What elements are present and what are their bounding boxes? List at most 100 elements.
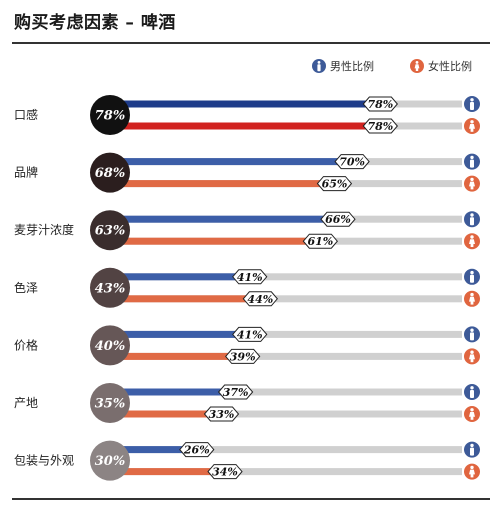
male-value-label: 41% bbox=[237, 271, 263, 284]
title-divider bbox=[12, 42, 490, 44]
female-person-icon-legs bbox=[470, 416, 474, 420]
legend-female-label: 女性比例 bbox=[428, 60, 472, 73]
overall-label: 30% bbox=[95, 454, 125, 469]
female-person-icon-legs bbox=[470, 358, 474, 363]
female-person-icon-dress bbox=[469, 296, 475, 302]
male-person-icon-head bbox=[470, 155, 474, 160]
male-person-icon-head bbox=[470, 328, 474, 332]
female-person-icon-head bbox=[470, 465, 474, 470]
male-bar bbox=[109, 158, 357, 166]
overall-circle bbox=[90, 383, 130, 423]
male-value-label: 37% bbox=[223, 386, 249, 399]
male-track bbox=[109, 388, 462, 396]
female-person-icon bbox=[464, 348, 480, 365]
male-person-icon bbox=[464, 384, 480, 400]
female-person-icon-dress bbox=[469, 412, 475, 417]
male-person-icon-body bbox=[470, 332, 474, 341]
female-value-label-tag bbox=[302, 233, 338, 249]
legend-female: 女性比例 bbox=[410, 58, 472, 74]
male-value-label-tag bbox=[320, 211, 356, 227]
female-person-icon-dress bbox=[469, 354, 475, 360]
female-value-label-tag bbox=[203, 406, 240, 422]
overall-label: 35% bbox=[95, 397, 125, 412]
female-person-icon-head bbox=[470, 120, 474, 124]
overall-circle bbox=[90, 210, 130, 251]
category-label: 色泽 bbox=[14, 281, 38, 295]
male-value-label-tag bbox=[362, 96, 398, 112]
male-value-label: 78% bbox=[367, 98, 393, 111]
female-person-icon-dress bbox=[469, 181, 475, 187]
male-value-label: 41% bbox=[237, 328, 263, 341]
female-person-icon-dress bbox=[469, 124, 475, 129]
male-bar bbox=[109, 388, 240, 396]
male-bar bbox=[109, 215, 342, 223]
female-person-icon bbox=[464, 290, 480, 307]
male-value-label-tag bbox=[232, 326, 268, 342]
male-bar bbox=[109, 273, 254, 281]
male-person-icon-head bbox=[470, 443, 474, 448]
female-bar bbox=[109, 410, 226, 418]
male-person-icon-body bbox=[470, 274, 474, 283]
category-label: 价格 bbox=[14, 337, 38, 352]
male-value-label-tag bbox=[334, 154, 370, 170]
male-person-icon-body bbox=[470, 217, 474, 226]
female-bar bbox=[109, 237, 325, 245]
category-label: 麦芽汁浓度 bbox=[14, 222, 74, 237]
female-value-label: 39% bbox=[230, 350, 256, 363]
legend-male: 男性比例 bbox=[312, 58, 374, 74]
female-bar bbox=[109, 468, 230, 476]
overall-label: 40% bbox=[95, 339, 125, 354]
female-value-label: 65% bbox=[322, 178, 348, 191]
male-value-label-tag bbox=[179, 442, 215, 458]
female-person-icon-dress bbox=[469, 239, 475, 244]
male-person-icon-head bbox=[470, 270, 474, 275]
category-label: 口感 bbox=[14, 107, 38, 122]
female-value-label: 34% bbox=[212, 466, 238, 479]
male-bar bbox=[109, 446, 201, 454]
male-person-icon-body bbox=[470, 390, 474, 398]
female-person-icon-legs bbox=[470, 128, 474, 132]
overall-circle bbox=[90, 267, 130, 308]
category-label: 包装与外观 bbox=[14, 454, 74, 468]
male-person-icon bbox=[464, 211, 480, 228]
overall-label: 78% bbox=[95, 109, 125, 124]
female-bar bbox=[109, 352, 247, 360]
category-label: 产地 bbox=[14, 396, 38, 410]
female-value-label-tag bbox=[225, 348, 261, 364]
overall-circle bbox=[90, 152, 130, 193]
female-bar bbox=[109, 122, 385, 130]
male-track bbox=[109, 273, 462, 281]
female-value-label: 78% bbox=[367, 120, 393, 133]
female-track bbox=[109, 352, 462, 360]
male-person-icon-head bbox=[470, 213, 474, 217]
female-value-label-tag bbox=[362, 118, 398, 134]
male-person-icon bbox=[464, 153, 480, 170]
male-person-icon-body bbox=[470, 102, 474, 110]
female-value-label-tag bbox=[242, 291, 278, 307]
female-person-icon-head bbox=[470, 177, 474, 182]
overall-circle bbox=[90, 95, 130, 135]
female-person-icon bbox=[410, 59, 424, 73]
overall-label: 63% bbox=[95, 224, 125, 239]
female-person-icon bbox=[464, 463, 480, 480]
female-person-icon bbox=[464, 406, 480, 422]
female-track bbox=[109, 410, 462, 418]
overall-circle bbox=[90, 325, 130, 366]
male-bar bbox=[109, 100, 385, 108]
female-value-label-tag bbox=[207, 464, 243, 480]
bottom-divider bbox=[12, 498, 490, 500]
female-person-icon-head bbox=[470, 350, 474, 354]
female-bar bbox=[109, 180, 339, 188]
male-person-icon-body bbox=[470, 159, 474, 168]
category-label: 品牌 bbox=[14, 166, 38, 180]
female-person-icon bbox=[464, 175, 480, 192]
male-person-icon bbox=[312, 59, 326, 73]
overall-circle bbox=[90, 440, 130, 481]
female-value-label: 44% bbox=[247, 293, 273, 306]
male-track bbox=[109, 330, 462, 338]
male-value-label: 70% bbox=[339, 156, 365, 169]
male-person-icon bbox=[464, 326, 480, 343]
male-person-icon-body bbox=[470, 447, 474, 456]
male-bar bbox=[109, 330, 254, 338]
male-person-icon bbox=[464, 441, 480, 458]
